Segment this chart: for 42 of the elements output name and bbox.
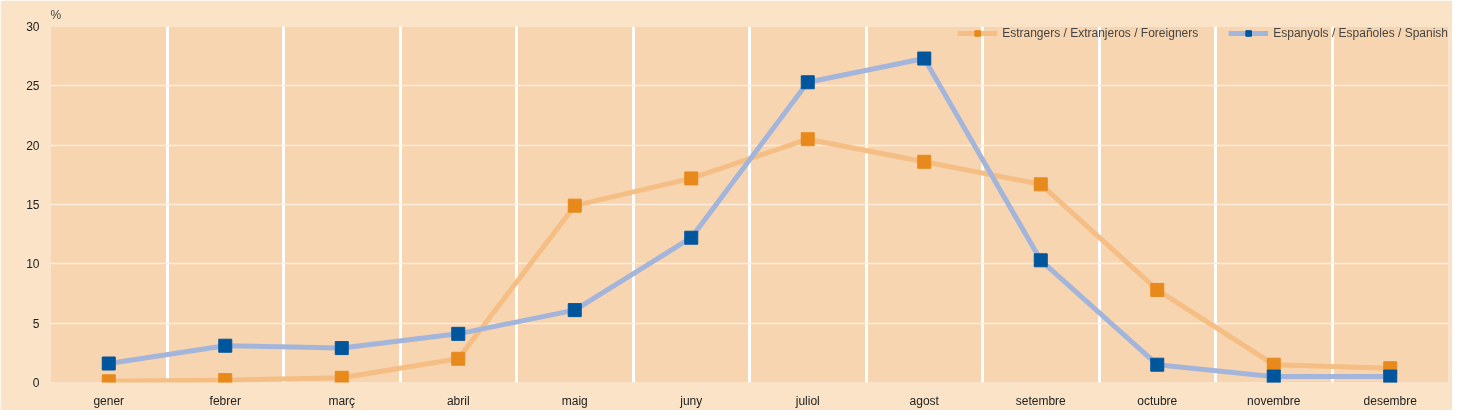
point — [1383, 369, 1398, 383]
x-tick-label: maig — [561, 393, 588, 408]
x-tick-label: novembre — [1247, 393, 1301, 408]
x-tick-label: juny — [679, 393, 703, 408]
point — [567, 303, 582, 318]
legend-label: Espanyols / Españoles / Spanish — [1273, 26, 1448, 40]
point — [684, 171, 699, 186]
x-tick-label: febrer — [209, 393, 241, 408]
point — [684, 230, 699, 245]
point — [917, 154, 932, 169]
x-tick-label: març — [328, 393, 356, 408]
point — [1033, 177, 1048, 192]
x-tick-label: agost — [909, 393, 940, 408]
point — [567, 198, 582, 213]
y-tick-label: 20 — [26, 138, 40, 153]
y-tick-label: 0 — [32, 376, 40, 390]
y-tick-label: 10 — [26, 257, 40, 272]
point — [218, 338, 233, 353]
y-tick-label: 5 — [32, 316, 40, 331]
x-tick-label: gener — [93, 393, 125, 408]
point — [917, 51, 932, 66]
point — [1266, 369, 1281, 383]
y-axis-title: % — [50, 7, 62, 22]
point — [800, 75, 815, 90]
x-tick-label: setembre — [1015, 393, 1067, 408]
point — [334, 370, 349, 383]
point — [1150, 357, 1165, 372]
point — [334, 341, 349, 356]
x-tick-label: abril — [446, 393, 470, 408]
point — [101, 356, 116, 371]
y-tick-label: 25 — [26, 79, 40, 94]
y-tick-label: 15 — [26, 198, 40, 212]
point — [451, 326, 466, 341]
x-tick-label: octubre — [1137, 393, 1178, 408]
point — [451, 351, 466, 366]
legend-label: Estrangers / Extranjeros / Foreigners — [1002, 26, 1199, 40]
y-tick-label: 30 — [26, 20, 40, 34]
x-tick-label: desembre — [1363, 393, 1418, 408]
point — [800, 132, 815, 147]
point — [1033, 253, 1048, 268]
point — [1150, 282, 1165, 297]
x-tick-label: juliol — [794, 393, 820, 408]
